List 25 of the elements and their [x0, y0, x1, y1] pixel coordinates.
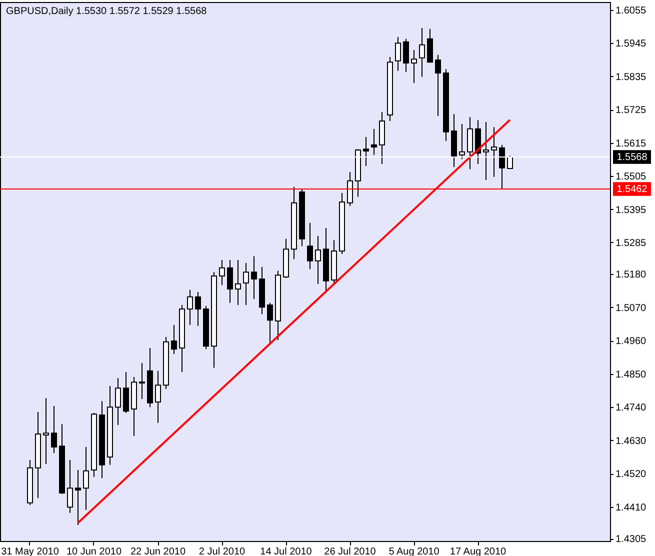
x-tick-label: 26 Jul 2010 [324, 546, 376, 556]
x-tick-label: 10 Jun 2010 [66, 546, 122, 556]
y-tick-label: 1.5505 [616, 172, 647, 183]
y-tick-label: 1.5180 [616, 270, 647, 281]
y-tick-label: 1.5395 [616, 204, 647, 216]
y-tick-label: 1.4850 [616, 369, 647, 380]
y-tick-label: 1.4960 [616, 336, 647, 348]
y-tick-label: 1.5615 [616, 138, 647, 150]
y-tick-label: 1.4740 [616, 402, 647, 414]
y-tick-label: 1.5285 [616, 238, 647, 249]
y-tick-label: 1.5725 [616, 105, 647, 116]
y-tick-label: 1.6055 [616, 5, 647, 16]
ref-line-label: 1.5462 [616, 184, 648, 196]
ref-line-label: 1.5568 [616, 152, 648, 163]
x-tick-label: 2 Jul 2010 [198, 546, 246, 556]
y-tick-label: 1.4520 [616, 469, 647, 480]
y-tick-label: 1.4630 [616, 436, 647, 447]
chart-title: GBPUSD,Daily 1.5530 1.5572 1.5529 1.5568 [6, 6, 208, 17]
y-tick-label: 1.5835 [616, 72, 647, 83]
x-tick-label: 22 Jun 2010 [130, 546, 186, 556]
y-tick-label: 1.5945 [616, 38, 647, 50]
y-tick-label: 1.4305 [616, 534, 647, 546]
y-tick-label: 1.5070 [616, 302, 647, 314]
y-tick-label: 1.4410 [616, 502, 647, 514]
x-tick-label: 14 Jul 2010 [260, 546, 312, 556]
